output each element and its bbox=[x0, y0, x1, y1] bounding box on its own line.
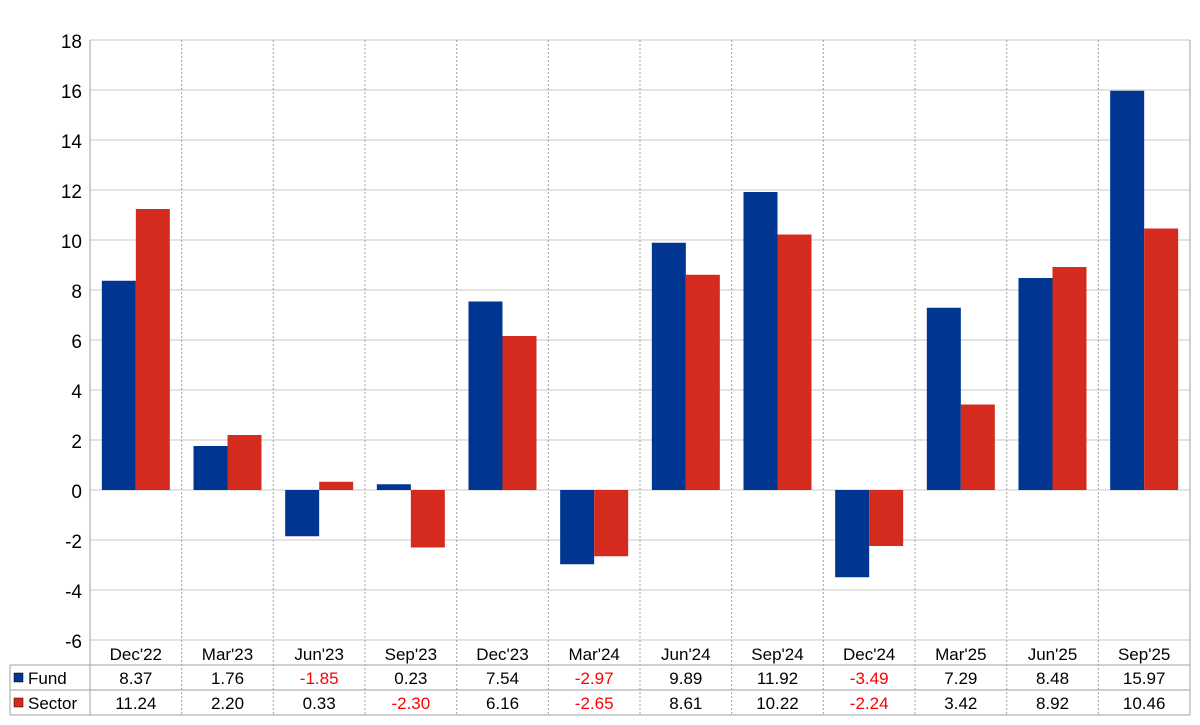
x-category-label: Sep'25 bbox=[1118, 645, 1170, 664]
x-category-label: Mar'23 bbox=[202, 645, 253, 664]
y-tick-label: -4 bbox=[65, 582, 82, 603]
x-category-label: Jun'24 bbox=[661, 645, 711, 664]
data-label-sector: 6.16 bbox=[486, 694, 519, 713]
bar-fund bbox=[468, 301, 503, 490]
bar-sector bbox=[594, 490, 629, 557]
y-tick-label: 6 bbox=[71, 332, 82, 353]
data-label-fund: 8.48 bbox=[1036, 669, 1069, 688]
bar-fund bbox=[651, 242, 686, 490]
bar-sector bbox=[685, 274, 720, 490]
data-label-sector: 10.22 bbox=[756, 694, 799, 713]
y-tick-label: -6 bbox=[65, 632, 82, 653]
bar-sector bbox=[960, 404, 995, 490]
data-label-fund: 1.76 bbox=[211, 669, 244, 688]
legend-label-sector: Sector bbox=[28, 694, 77, 713]
x-category-label: Dec'24 bbox=[843, 645, 895, 664]
bar-fund bbox=[1018, 278, 1053, 490]
y-tick-label: 2 bbox=[71, 432, 82, 453]
y-tick-label: 12 bbox=[61, 182, 82, 203]
data-label-fund: 7.54 bbox=[486, 669, 519, 688]
data-label-sector: -2.24 bbox=[850, 694, 889, 713]
legend-swatch-fund bbox=[13, 672, 24, 683]
bar-sector bbox=[319, 481, 354, 490]
bar-fund bbox=[926, 307, 961, 490]
data-label-fund: -1.85 bbox=[300, 669, 339, 688]
bar-fund bbox=[560, 490, 595, 565]
data-label-fund: 9.89 bbox=[669, 669, 702, 688]
bar-sector bbox=[1144, 228, 1179, 490]
y-tick-label: 10 bbox=[61, 232, 82, 253]
data-label-sector: -2.65 bbox=[575, 694, 614, 713]
data-label-sector: 2.20 bbox=[211, 694, 244, 713]
y-tick-label: -2 bbox=[65, 532, 82, 553]
bar-sector bbox=[135, 209, 170, 490]
data-label-sector: 11.24 bbox=[115, 694, 156, 713]
bar-layer bbox=[101, 90, 1179, 578]
y-tick-label: 16 bbox=[61, 82, 82, 103]
x-category-label: Jun'25 bbox=[1028, 645, 1078, 664]
bar-sector bbox=[410, 490, 445, 548]
data-label-sector: 10.46 bbox=[1123, 694, 1166, 713]
data-label-fund: 11.92 bbox=[757, 669, 798, 688]
data-label-sector: 8.92 bbox=[1036, 694, 1069, 713]
bar-fund bbox=[835, 490, 870, 578]
data-label-fund: 7.29 bbox=[944, 669, 977, 688]
data-label-sector: -2.30 bbox=[391, 694, 430, 713]
data-label-sector: 3.42 bbox=[944, 694, 977, 713]
y-tick-label: 18 bbox=[61, 32, 82, 53]
data-label-fund: 0.23 bbox=[394, 669, 427, 688]
bar-sector bbox=[777, 234, 812, 490]
legend-swatch-sector bbox=[13, 697, 24, 708]
bar-sector bbox=[227, 435, 262, 490]
grid-layer bbox=[89, 39, 1191, 715]
y-tick-label: 14 bbox=[61, 132, 83, 153]
data-label-sector: 0.33 bbox=[303, 694, 336, 713]
bar-fund bbox=[193, 446, 228, 490]
data-label-sector: 8.61 bbox=[669, 694, 702, 713]
data-label-fund: 8.37 bbox=[119, 669, 152, 688]
y-tick-label: 0 bbox=[71, 482, 82, 503]
data-label-fund: 15.97 bbox=[1123, 669, 1166, 688]
x-category-label: Sep'23 bbox=[385, 645, 437, 664]
bar-fund bbox=[376, 484, 411, 490]
bar-sector bbox=[1052, 267, 1087, 490]
bar-fund bbox=[285, 490, 320, 537]
bar-fund bbox=[101, 280, 136, 490]
x-category-label: Mar'25 bbox=[935, 645, 986, 664]
legend-label-fund: Fund bbox=[28, 669, 67, 688]
y-tick-label: 4 bbox=[71, 382, 82, 403]
bar-fund bbox=[743, 192, 778, 490]
bar-sector bbox=[502, 336, 537, 490]
data-table: Dec'22 Mar'23 Jun'23 Sep'23 Dec'23 Mar'24 Jun'… bbox=[9, 645, 1190, 716]
x-category-label: Mar'24 bbox=[568, 645, 619, 664]
bar-sector bbox=[869, 490, 904, 546]
data-label-fund: -2.97 bbox=[575, 669, 614, 688]
x-category-label: Dec'23 bbox=[476, 645, 528, 664]
y-tick-label: 8 bbox=[71, 282, 82, 303]
axis-layer: 18 16 14 12 10 8 6 4 2 0 -2 -4 -6 bbox=[61, 32, 83, 653]
x-category-label: Sep'24 bbox=[751, 645, 803, 664]
x-category-label: Jun'23 bbox=[294, 645, 344, 664]
data-label-fund: -3.49 bbox=[850, 669, 889, 688]
x-category-label: Dec'22 bbox=[110, 645, 162, 664]
bar-fund bbox=[1110, 90, 1145, 490]
